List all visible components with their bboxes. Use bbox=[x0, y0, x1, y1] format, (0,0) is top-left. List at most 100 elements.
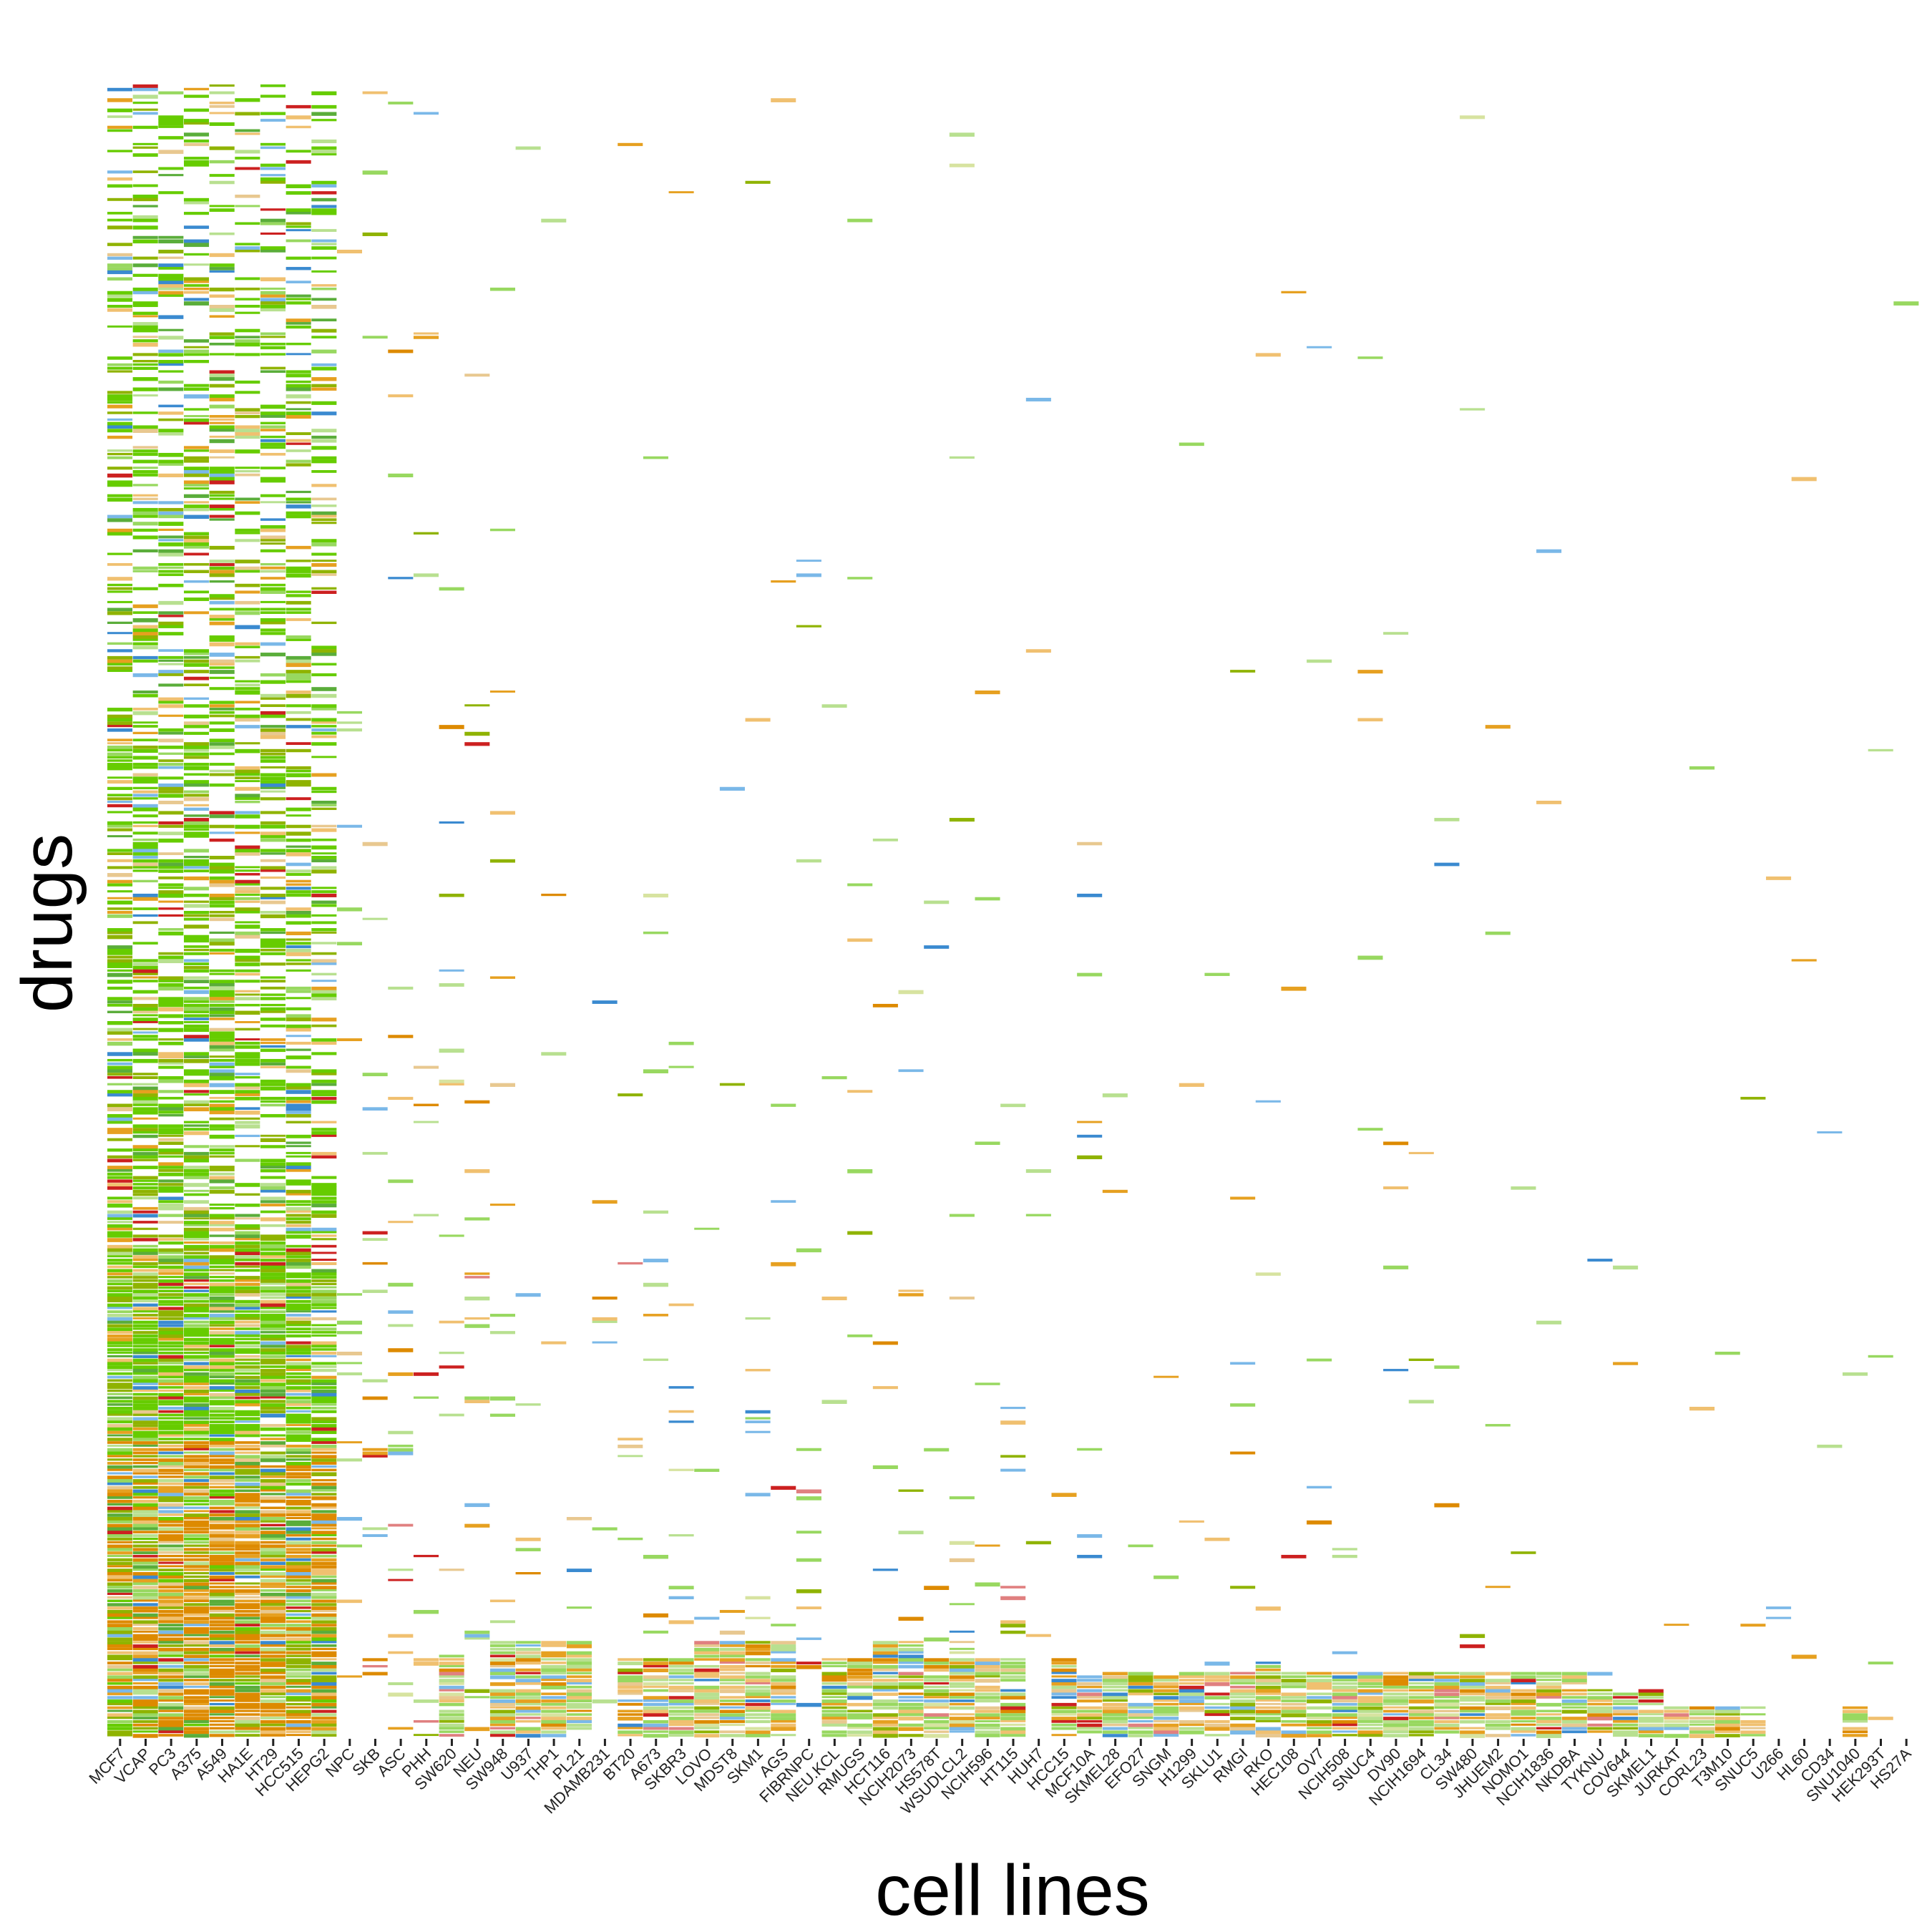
heatmap-cell bbox=[158, 570, 184, 573]
heatmap-cell bbox=[1383, 1706, 1409, 1709]
heatmap-cell bbox=[286, 659, 311, 663]
heatmap-cell bbox=[132, 1424, 158, 1428]
heatmap-cell bbox=[183, 1675, 210, 1678]
heatmap-cell bbox=[235, 1379, 260, 1383]
heatmap-cell bbox=[311, 1534, 337, 1536]
heatmap-cell bbox=[1434, 1719, 1460, 1724]
heatmap-cell bbox=[107, 1327, 133, 1332]
heatmap-cell bbox=[235, 1596, 260, 1599]
heatmap-cell bbox=[132, 1472, 158, 1475]
heatmap-cell bbox=[311, 1551, 337, 1554]
heatmap-cell bbox=[286, 545, 311, 550]
heatmap-cell bbox=[132, 528, 158, 532]
heatmap-cell bbox=[235, 432, 260, 436]
heatmap-cell bbox=[209, 1400, 235, 1404]
heatmap-cell bbox=[183, 1227, 210, 1231]
heatmap-cell bbox=[1511, 1679, 1536, 1683]
heatmap-cell bbox=[311, 104, 337, 109]
heatmap-cell bbox=[158, 1289, 184, 1293]
heatmap-cell bbox=[1587, 1727, 1613, 1730]
heatmap-cell bbox=[260, 1499, 286, 1503]
heatmap-cell bbox=[541, 1734, 567, 1737]
heatmap-cell bbox=[694, 1654, 720, 1658]
heatmap-cell bbox=[158, 746, 184, 749]
heatmap-cell bbox=[209, 1734, 235, 1737]
heatmap-cell bbox=[260, 1362, 286, 1365]
heatmap-cell bbox=[1357, 670, 1383, 674]
heatmap-cell bbox=[235, 1451, 260, 1454]
heatmap-cell bbox=[311, 1069, 337, 1074]
heatmap-cell bbox=[235, 435, 260, 439]
heatmap-cell bbox=[260, 298, 286, 302]
heatmap-cell bbox=[235, 425, 260, 429]
heatmap-cell bbox=[1255, 1709, 1281, 1714]
heatmap-cell bbox=[515, 1537, 541, 1541]
heatmap-cell bbox=[132, 721, 158, 724]
heatmap-cell bbox=[209, 1134, 235, 1139]
heatmap-cell bbox=[209, 1551, 235, 1555]
heatmap-cell bbox=[107, 1000, 133, 1004]
heatmap-cell bbox=[745, 1616, 771, 1619]
heatmap-cell bbox=[311, 1183, 337, 1187]
heatmap-cell bbox=[311, 1455, 337, 1458]
heatmap-cell bbox=[286, 1358, 311, 1362]
heatmap-cell bbox=[260, 1176, 286, 1179]
heatmap-cell bbox=[183, 1513, 210, 1518]
heatmap-cell bbox=[1307, 1727, 1332, 1729]
heatmap-cell bbox=[286, 560, 311, 562]
heatmap-cell bbox=[541, 1668, 567, 1673]
heatmap-cell bbox=[107, 456, 133, 459]
heatmap-cell bbox=[107, 1468, 133, 1471]
heatmap-cell bbox=[132, 1297, 158, 1300]
heatmap-cell bbox=[183, 570, 210, 573]
heatmap-cell bbox=[107, 952, 133, 955]
heatmap-cell bbox=[107, 1396, 133, 1400]
heatmap-cell bbox=[439, 1320, 464, 1324]
heatmap-cell bbox=[132, 411, 158, 414]
heatmap-cell bbox=[286, 1417, 311, 1421]
heatmap-cell bbox=[1714, 1730, 1740, 1733]
heatmap-cell bbox=[796, 1448, 821, 1451]
heatmap-cell bbox=[132, 360, 158, 363]
heatmap-cell bbox=[286, 1499, 311, 1504]
heatmap-cell bbox=[1255, 1682, 1281, 1685]
heatmap-cell bbox=[260, 931, 286, 935]
heatmap-cell bbox=[132, 1234, 158, 1238]
heatmap-cell bbox=[260, 174, 286, 177]
heatmap-cell bbox=[158, 1644, 184, 1647]
heatmap-cell bbox=[183, 887, 210, 891]
heatmap-cell bbox=[183, 298, 210, 301]
heatmap-cell bbox=[643, 1668, 668, 1672]
heatmap-cell bbox=[362, 1527, 388, 1531]
heatmap-cell bbox=[286, 1396, 311, 1400]
heatmap-cell bbox=[1561, 1692, 1587, 1696]
heatmap-cell bbox=[260, 1723, 286, 1727]
heatmap-cell bbox=[183, 746, 210, 750]
heatmap-cell bbox=[643, 1679, 668, 1682]
heatmap-cell bbox=[1613, 1713, 1639, 1716]
heatmap-cell bbox=[235, 222, 260, 225]
heatmap-cell bbox=[489, 859, 515, 863]
heatmap-cell bbox=[235, 1606, 260, 1609]
heatmap-cell bbox=[286, 887, 311, 890]
heatmap-cell bbox=[107, 1221, 133, 1224]
heatmap-cell bbox=[1791, 959, 1817, 962]
heatmap-cell bbox=[1511, 1709, 1536, 1714]
heatmap-cell bbox=[158, 600, 184, 605]
heatmap-cell bbox=[158, 1179, 184, 1183]
heatmap-cell bbox=[286, 325, 311, 329]
heatmap-cell bbox=[362, 1289, 388, 1293]
heatmap-cell bbox=[107, 1534, 133, 1538]
heatmap-cell bbox=[311, 229, 337, 232]
heatmap-cell bbox=[132, 1682, 158, 1685]
heatmap-cell bbox=[132, 1582, 158, 1586]
heatmap-cell bbox=[286, 1379, 311, 1383]
heatmap-cell bbox=[107, 1297, 133, 1301]
heatmap-cell bbox=[209, 1155, 235, 1158]
heatmap-cell bbox=[132, 1662, 158, 1664]
heatmap-cell bbox=[311, 838, 337, 841]
heatmap-cell bbox=[286, 1169, 311, 1172]
heatmap-cell bbox=[771, 1262, 796, 1267]
heatmap-cell bbox=[132, 1058, 158, 1063]
heatmap-cell bbox=[286, 1248, 311, 1253]
